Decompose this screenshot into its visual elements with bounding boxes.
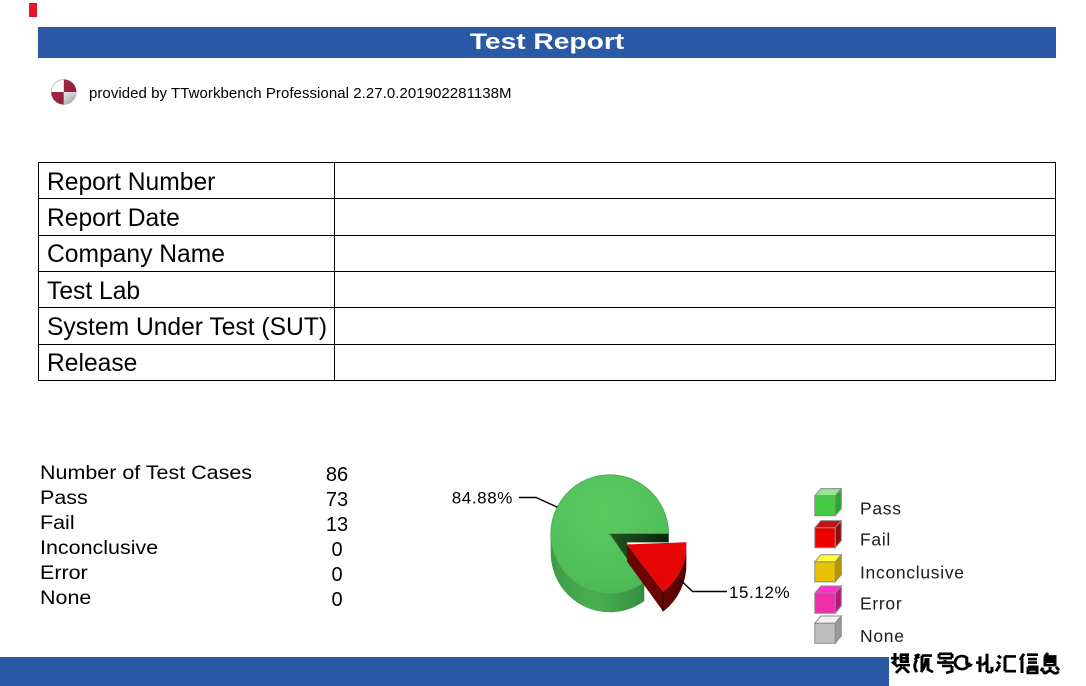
svg-text:84.88%: 84.88% [452, 489, 513, 508]
svg-text:Fail: Fail [860, 530, 891, 550]
svg-text:Pass: Pass [860, 499, 902, 519]
svg-text:Inconclusive: Inconclusive [860, 563, 965, 583]
svg-text:None: None [860, 626, 905, 646]
svg-text:Error: Error [860, 594, 902, 614]
svg-text:15.12%: 15.12% [729, 583, 790, 602]
